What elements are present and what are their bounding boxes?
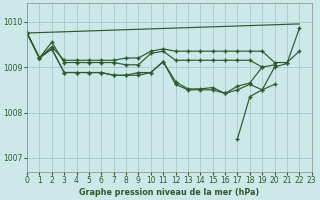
X-axis label: Graphe pression niveau de la mer (hPa): Graphe pression niveau de la mer (hPa): [79, 188, 260, 197]
